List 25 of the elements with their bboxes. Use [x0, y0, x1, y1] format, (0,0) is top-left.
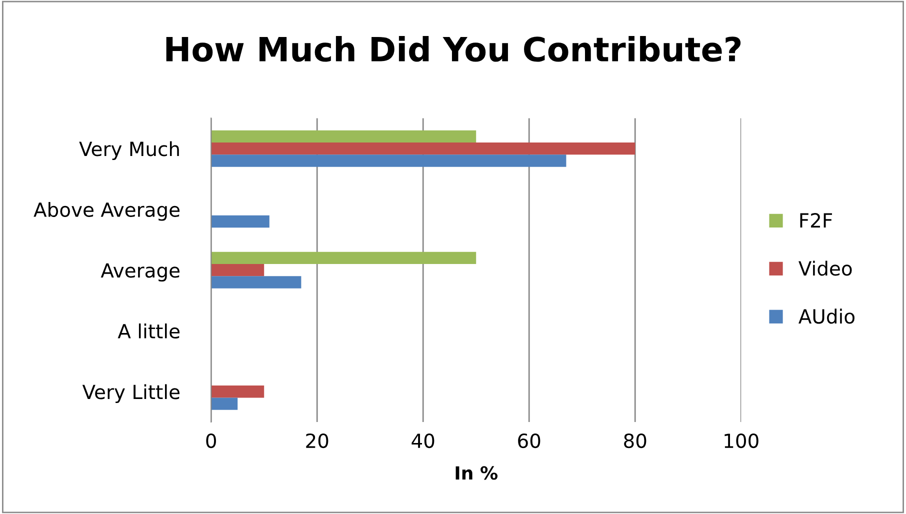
- bar: [211, 264, 264, 276]
- x-tick-label: 80: [624, 433, 646, 448]
- legend-label: F2F: [800, 213, 832, 228]
- bar: [211, 276, 302, 288]
- x-tick-label: 40: [412, 433, 434, 448]
- x-tick-label: 0: [206, 433, 216, 448]
- y-tick-label: Average: [100, 263, 180, 282]
- legend-label: Video: [798, 260, 852, 276]
- bar: [211, 398, 238, 410]
- x-tick-label: 20: [306, 433, 328, 448]
- x-tick-label: 60: [518, 433, 540, 448]
- y-tick-label: Very Little: [82, 384, 180, 404]
- bar: [211, 130, 476, 143]
- legend-label: AUdio: [798, 308, 854, 324]
- bar: [211, 154, 566, 167]
- y-tick-label: Very Much: [79, 141, 179, 160]
- x-axis-title: In %: [456, 466, 498, 480]
- x-tick-label: 100: [724, 433, 758, 448]
- y-tick-label: A little: [118, 323, 180, 339]
- y-tick-label: Above Average: [34, 202, 180, 221]
- bar: [211, 386, 264, 398]
- chart-title: How Much Did You Contribute?: [166, 36, 741, 62]
- bar: [211, 215, 270, 228]
- bar: [211, 252, 476, 264]
- bar: [211, 142, 636, 155]
